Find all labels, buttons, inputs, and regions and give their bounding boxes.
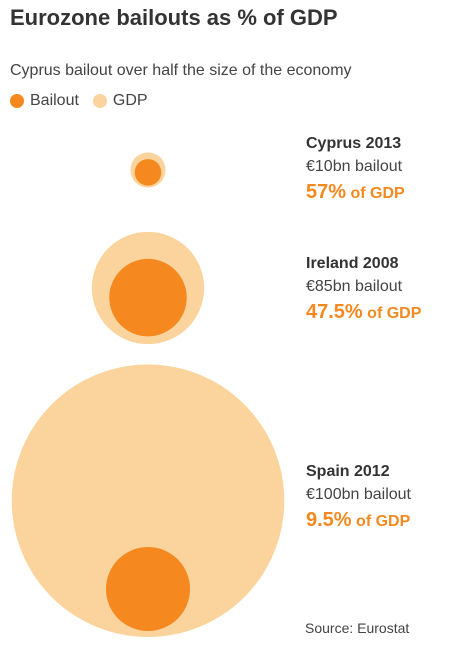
legend: Bailout GDP [10, 92, 162, 110]
annotation-share: 57% of GDP [306, 179, 405, 207]
legend-swatch-gdp [92, 94, 107, 108]
legend-label-bailout: Bailout [30, 92, 79, 109]
annotation-country: Spain 2012 [306, 463, 390, 480]
annotation-cyprus: Cyprus 2013 €10bn bailout 57% of GDP [306, 133, 405, 207]
legend-item-gdp: GDP [92, 92, 148, 110]
bailout-bubble-cyprus [134, 159, 162, 186]
annotation-percent: 47.5% [306, 301, 363, 323]
annotation-country: Cyprus 2013 [306, 135, 402, 152]
annotation-of-gdp: of GDP [356, 513, 411, 530]
annotation-bailout: €10bn bailout [306, 158, 403, 175]
gdp-bubble-spain [11, 364, 285, 637]
annotation-spain: Spain 2012 €100bn bailout 9.5% of GDP [306, 461, 411, 535]
annotation-percent: 9.5% [306, 509, 352, 531]
annotation-bailout: €85bn bailout [306, 278, 403, 295]
annotation-bailout: €100bn bailout [306, 486, 411, 503]
bailout-bubble-ireland [109, 258, 187, 337]
annotation-country: Ireland 2008 [306, 255, 399, 272]
annotation-of-gdp: of GDP [350, 185, 405, 202]
bailout-bubble-spain [106, 547, 190, 631]
annotation-percent: 57% [306, 181, 347, 203]
annotation-ireland: Ireland 2008 €85bn bailout 47.5% of GDP [306, 253, 421, 327]
legend-label-gdp: GDP [112, 92, 148, 109]
chart-title: Eurozone bailouts as % of GDP [10, 5, 338, 30]
annotation-share: 47.5% of GDP [306, 299, 421, 327]
annotation-of-gdp: of GDP [367, 305, 422, 322]
source-note: Source: Eurostat [305, 620, 410, 636]
legend-item-bailout: Bailout [10, 92, 79, 110]
chart-subtitle: Cyprus bailout over half the size of the… [10, 62, 352, 79]
annotation-share: 9.5% of GDP [306, 507, 411, 535]
legend-swatch-bailout [10, 94, 24, 108]
